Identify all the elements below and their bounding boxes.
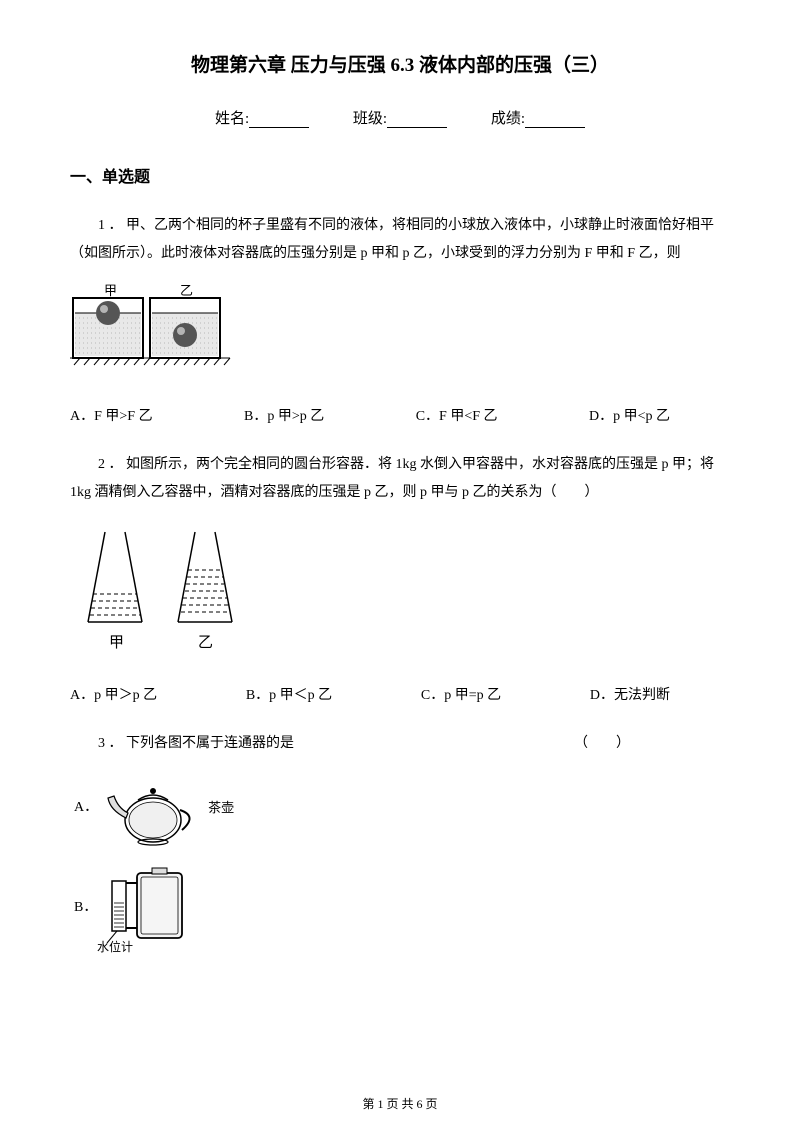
q1-figure: 甲 乙 [70,283,730,383]
q2-option-a[interactable]: A．p 甲＞p 乙 [70,682,157,710]
class-blank[interactable] [387,127,447,128]
q2-option-c[interactable]: C．p 甲=p 乙 [421,682,501,710]
class-field: 班级: [353,107,447,128]
q3-option-a[interactable]: A． 茶壶 [70,768,730,848]
q3-number: 3 ． [98,736,123,751]
name-blank[interactable] [249,127,309,128]
section-heading-1: 一、单选题 [70,163,730,187]
class-label: 班级: [353,111,387,127]
q1-fig-label-right: 乙 [180,283,193,298]
q1-text: 1 ． 甲、乙两个相同的杯子里盛有不同的液体，将相同的小球放入液体中，小球静止时… [70,212,730,268]
q2-options: A．p 甲＞p 乙 B．p 甲＜p 乙 C．p 甲=p 乙 D．无法判断 [70,682,730,710]
q2-fig-label-right: 乙 [198,635,213,651]
score-label: 成绩: [491,111,525,127]
question-1: 1 ． 甲、乙两个相同的杯子里盛有不同的液体，将相同的小球放入液体中，小球静止时… [70,212,730,431]
q3-optA-caption: 茶壶 [208,795,234,821]
q2-body: 如图所示，两个完全相同的圆台形容器．将 1kg 水倒入甲容器中，水对容器底的压强… [70,457,714,500]
q1-option-b[interactable]: B．p 甲>p 乙 [244,403,324,431]
q1-option-a[interactable]: A．F 甲>F 乙 [70,403,153,431]
water-gauge-icon: 水位计 [97,863,207,953]
q1-options: A．F 甲>F 乙 B．p 甲>p 乙 C．F 甲<F 乙 D．p 甲<p 乙 [70,403,730,431]
q3-optB-letter: B． [74,894,97,922]
score-blank[interactable] [525,127,585,128]
worksheet-title: 物理第六章 压力与压强 6.3 液体内部的压强（三） [70,50,730,77]
q2-fig-label-left: 甲 [109,635,124,651]
q2-number: 2 ． [98,457,123,472]
q3-option-b[interactable]: B． 水位计 [70,863,730,953]
q2-text: 2 ． 如图所示，两个完全相同的圆台形容器．将 1kg 水倒入甲容器中，水对容器… [70,451,730,507]
q1-body: 甲、乙两个相同的杯子里盛有不同的液体，将相同的小球放入液体中，小球静止时液面恰好… [70,218,714,261]
q2-option-b[interactable]: B．p 甲＜p 乙 [246,682,332,710]
page-footer: 第 1 页 共 6 页 [0,1095,800,1112]
question-3: 3 ． 下列各图不属于连通器的是 （ ） A． 茶壶 B． [70,730,730,953]
name-field: 姓名: [215,107,309,128]
q3-paren: （ ） [574,730,630,758]
teapot-icon [98,768,208,848]
q1-number: 1 ． [98,218,123,233]
q3-body: 下列各图不属于连通器的是 [126,736,294,751]
q1-option-d[interactable]: D．p 甲<p 乙 [589,403,670,431]
q2-option-d[interactable]: D．无法判断 [590,682,670,710]
name-label: 姓名: [215,111,249,127]
q1-fig-label-left: 甲 [104,283,117,298]
q1-option-c[interactable]: C．F 甲<F 乙 [416,403,498,431]
question-2: 2 ． 如图所示，两个完全相同的圆台形容器．将 1kg 水倒入甲容器中，水对容器… [70,451,730,710]
student-info-row: 姓名: 班级: 成绩: [70,107,730,128]
svg-text:水位计: 水位计 [97,939,133,953]
score-field: 成绩: [491,107,585,128]
q3-optA-letter: A． [74,794,98,822]
q3-text: 3 ． 下列各图不属于连通器的是 [98,730,294,758]
q2-figure: 甲 乙 [70,522,730,662]
